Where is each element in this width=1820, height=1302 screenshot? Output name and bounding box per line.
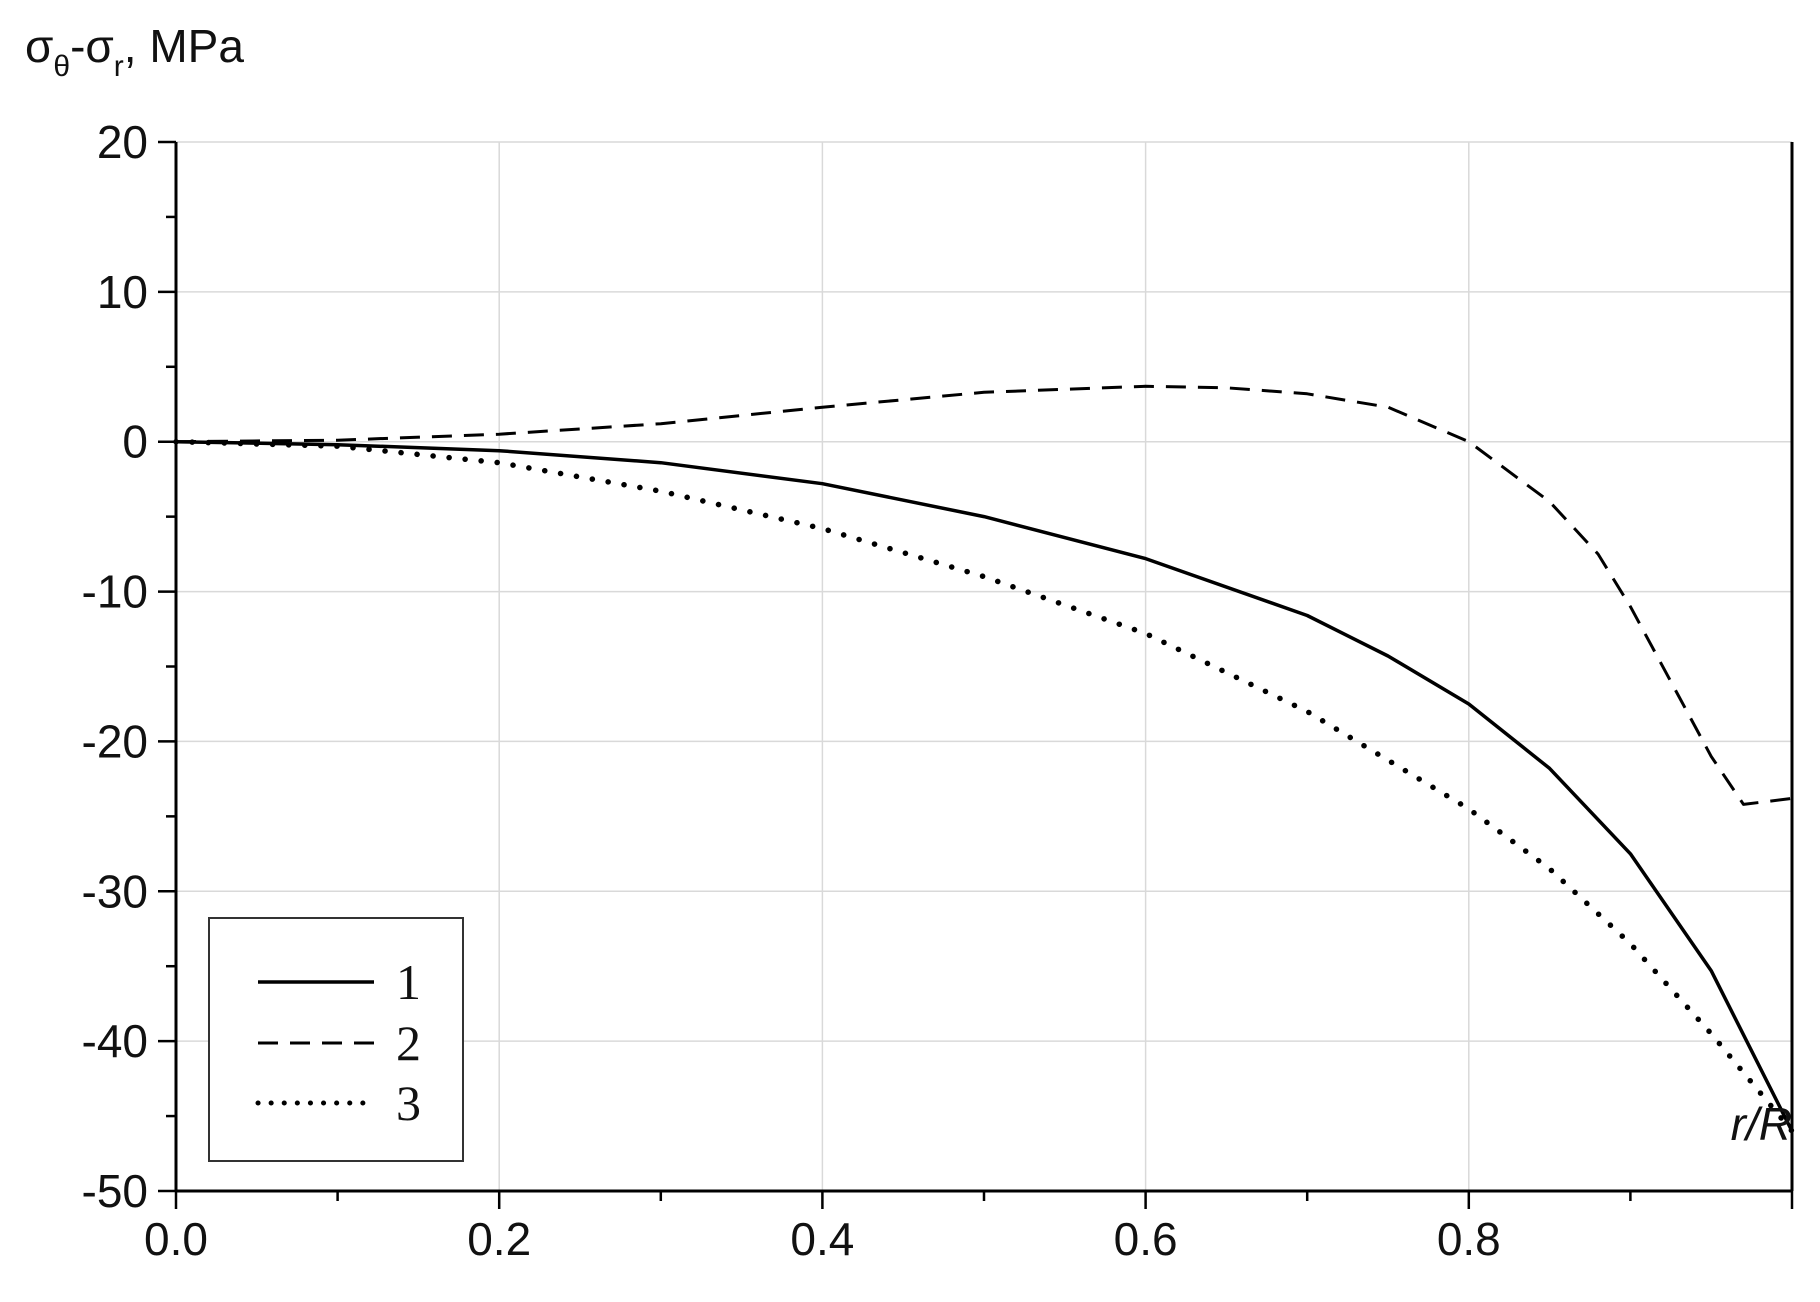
y-tick-label-4: -20 bbox=[82, 715, 148, 767]
legend: 1 2 3 bbox=[208, 917, 464, 1162]
series-3-line bbox=[173, 438, 1795, 1134]
y-tick-labels: 20 10 0 -10 -20 -30 -40 -50 bbox=[82, 116, 148, 1217]
y-axis-title-sigma-r: σ bbox=[85, 20, 113, 72]
series-2-line bbox=[175, 384, 1793, 806]
x-tick-label-3: 0.6 bbox=[1114, 1213, 1178, 1265]
y-axis-title-sub-theta: θ bbox=[53, 50, 70, 83]
y-axis-title-sub-r: r bbox=[114, 50, 124, 83]
y-axis-title-unit: , MPa bbox=[124, 20, 245, 72]
y-axis-title-dash: - bbox=[70, 20, 85, 72]
legend-label-2: 2 bbox=[396, 1015, 421, 1071]
y-tick-label-1: 10 bbox=[97, 266, 148, 318]
series-lines bbox=[173, 384, 1795, 1134]
y-tick-label-6: -40 bbox=[82, 1015, 148, 1067]
x-tick-label-1: 0.2 bbox=[467, 1213, 531, 1265]
legend-label-1: 1 bbox=[396, 954, 421, 1010]
y-axis-title-sigma-theta: σ bbox=[25, 20, 53, 72]
x-axis-title: r/R bbox=[1731, 1098, 1792, 1150]
x-tick-label-2: 0.4 bbox=[790, 1213, 854, 1265]
legend-box bbox=[208, 917, 464, 1162]
legend-label-3: 3 bbox=[396, 1075, 421, 1131]
x-tick-label-0: 0.0 bbox=[144, 1213, 208, 1265]
tick-marks bbox=[158, 140, 1794, 1209]
x-tick-labels: 0.0 0.2 0.4 0.6 0.8 bbox=[144, 1213, 1501, 1265]
y-tick-label-7: -50 bbox=[82, 1165, 148, 1217]
y-tick-label-5: -30 bbox=[82, 865, 148, 917]
y-tick-label-0: 20 bbox=[97, 116, 148, 168]
y-tick-label-2: 0 bbox=[122, 416, 148, 468]
series-1-line bbox=[175, 439, 1794, 1132]
y-axis-title: σθ-σr, MPa bbox=[25, 20, 244, 83]
y-tick-label-3: -10 bbox=[82, 566, 148, 618]
x-tick-label-4: 0.8 bbox=[1437, 1213, 1501, 1265]
